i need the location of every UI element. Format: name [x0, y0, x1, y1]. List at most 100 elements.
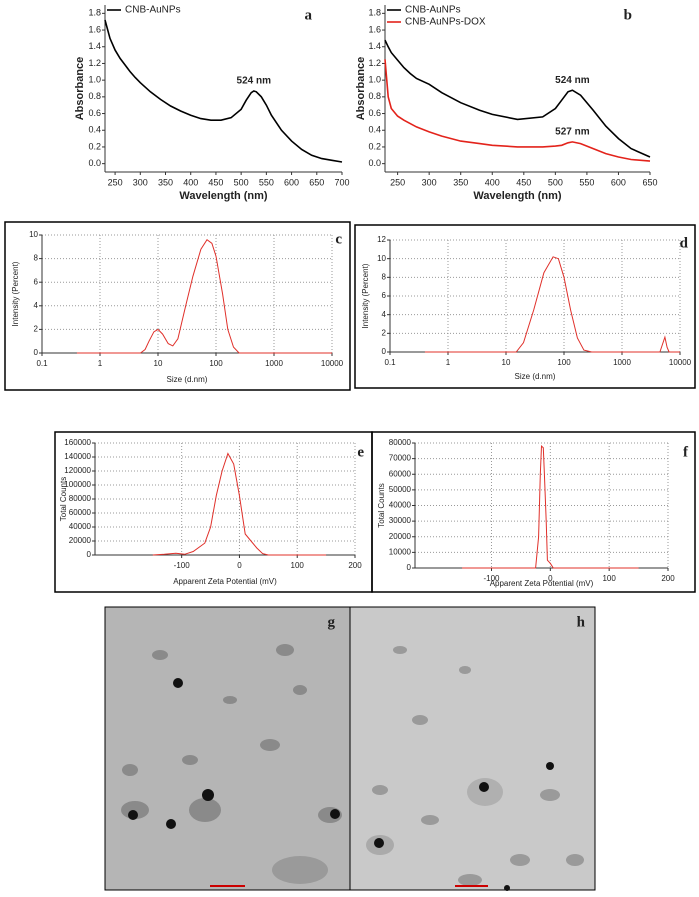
- x-axis-label: Wavelength (nm): [473, 190, 562, 202]
- series-line: [76, 238, 332, 354]
- x-tick-label: 550: [259, 177, 274, 187]
- y-axis-label: Total Counts: [377, 483, 386, 527]
- x-axis-label: Apparent Zeta Potential (mV): [173, 577, 277, 586]
- y-tick-label: 20000: [389, 532, 412, 541]
- x-tick-label: 300: [133, 177, 148, 187]
- peak-annotation: 527 nm: [555, 127, 590, 138]
- y-tick-label: 1.0: [88, 75, 101, 85]
- panel-label: d: [680, 235, 689, 251]
- y-tick-label: 4: [34, 301, 39, 310]
- y-tick-label: 1.4: [88, 41, 101, 51]
- panel-label: a: [305, 7, 313, 23]
- x-tick-label: 0: [237, 561, 242, 570]
- y-tick-label: 8: [34, 254, 39, 263]
- y-tick-label: 0.0: [88, 158, 101, 168]
- y-tick-label: 6: [34, 277, 39, 286]
- y-tick-label: 40000: [69, 522, 92, 531]
- x-tick-label: 0.1: [36, 359, 48, 368]
- y-tick-label: 0.6: [88, 108, 101, 118]
- y-tick-label: 0.2: [368, 141, 381, 151]
- x-tick-label: 650: [309, 177, 324, 187]
- panel-label: c: [335, 231, 342, 247]
- y-tick-label: 0: [382, 347, 387, 356]
- y-tick-label: 0.2: [88, 141, 101, 151]
- x-tick-label: 1000: [265, 359, 283, 368]
- x-tick-label: 300: [422, 177, 437, 187]
- y-tick-label: 0.4: [368, 125, 381, 135]
- x-tick-label: 10000: [321, 359, 344, 368]
- y-tick-label: 1.2: [368, 58, 381, 68]
- y-tick-label: 20000: [69, 536, 92, 545]
- y-tick-label: 10: [377, 254, 386, 263]
- x-tick-label: 600: [284, 177, 299, 187]
- x-tick-label: 250: [390, 177, 405, 187]
- y-tick-label: 0.0: [368, 158, 381, 168]
- series-line: [384, 59, 651, 162]
- y-tick-label: 2: [382, 328, 387, 337]
- series-line: [462, 445, 639, 569]
- series-line: [384, 39, 651, 158]
- y-tick-label: 0: [34, 348, 39, 357]
- legend-label: CNB-AuNPs-DOX: [405, 17, 486, 28]
- peak-annotation: 524 nm: [237, 76, 272, 87]
- y-tick-label: 0.8: [88, 91, 101, 101]
- y-tick-label: 120000: [64, 466, 91, 475]
- legend-label: CNB-AuNPs: [405, 5, 461, 16]
- x-tick-label: 350: [453, 177, 468, 187]
- y-tick-label: 60000: [389, 469, 412, 478]
- x-axis-label: Size (d.nm): [515, 372, 556, 381]
- x-tick-label: 450: [516, 177, 531, 187]
- series-line: [152, 452, 327, 556]
- x-tick-label: 650: [642, 177, 657, 187]
- x-tick-label: 10: [154, 359, 163, 368]
- panel-label: h: [577, 614, 586, 630]
- y-tick-label: 1.8: [88, 8, 101, 18]
- y-tick-label: 1.6: [368, 24, 381, 34]
- x-tick-label: 400: [183, 177, 198, 187]
- x-tick-label: 250: [108, 177, 123, 187]
- x-tick-label: -100: [483, 574, 500, 583]
- x-tick-label: 100: [602, 574, 616, 583]
- x-tick-label: 350: [158, 177, 173, 187]
- panel-frame: [4, 221, 351, 391]
- y-tick-label: 50000: [389, 485, 412, 494]
- y-tick-label: 0.4: [88, 125, 101, 135]
- x-tick-label: 100: [557, 358, 571, 367]
- x-tick-label: 500: [234, 177, 249, 187]
- y-tick-label: 1.4: [368, 41, 381, 51]
- y-axis-label: Absorbance: [74, 57, 86, 121]
- y-tick-label: 100000: [64, 480, 91, 489]
- x-tick-label: -100: [174, 561, 191, 570]
- y-axis-label: Intensity (Percent): [11, 261, 20, 326]
- y-tick-label: 80000: [69, 494, 92, 503]
- y-tick-label: 40000: [389, 501, 412, 510]
- x-tick-label: 200: [661, 574, 675, 583]
- x-tick-label: 100: [291, 561, 305, 570]
- y-axis-label: Intensity (Percent): [361, 263, 370, 328]
- y-axis-label: Absorbance: [355, 57, 367, 121]
- x-tick-label: 600: [611, 177, 626, 187]
- panel-label: g: [328, 614, 336, 630]
- x-tick-label: 1: [446, 358, 451, 367]
- peak-annotation: 524 nm: [555, 75, 590, 86]
- y-tick-label: 10: [29, 230, 38, 239]
- y-tick-label: 0: [407, 563, 412, 572]
- legend-label: CNB-AuNPs: [125, 5, 181, 16]
- y-tick-label: 160000: [64, 438, 91, 447]
- y-tick-label: 1.6: [88, 24, 101, 34]
- x-tick-label: 700: [334, 177, 349, 187]
- tem-image: [104, 606, 351, 891]
- panel-label: e: [357, 444, 364, 460]
- series-line: [104, 19, 343, 163]
- y-tick-label: 140000: [64, 452, 91, 461]
- panel-frame: [354, 224, 696, 389]
- y-tick-label: 4: [382, 310, 387, 319]
- y-axis-label: Total Counts: [59, 477, 68, 521]
- y-tick-label: 1.0: [368, 75, 381, 85]
- panel-frame: [371, 431, 696, 593]
- x-tick-label: 450: [208, 177, 223, 187]
- y-tick-label: 1.2: [88, 58, 101, 68]
- y-tick-label: 80000: [389, 438, 412, 447]
- x-tick-label: 500: [548, 177, 563, 187]
